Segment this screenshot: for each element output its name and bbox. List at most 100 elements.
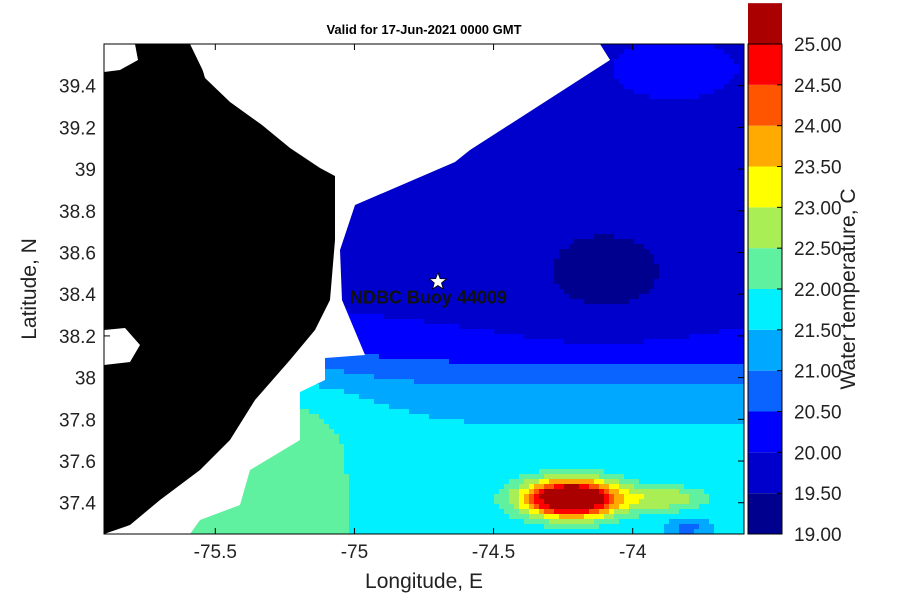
temperature-cell-4670: [414, 224, 420, 230]
temperature-cell-3266: [434, 169, 440, 175]
temperature-cell-2510: [494, 139, 500, 145]
temperature-cell-4946: [514, 234, 520, 240]
temperature-cell-3898: [394, 194, 400, 200]
temperature-cell-4342: [694, 209, 700, 215]
temperature-cell-2770: [514, 149, 520, 155]
temperature-cell-4064: [584, 199, 590, 205]
temperature-cell-2660: [604, 144, 610, 150]
temperature-cell-4155: [399, 204, 405, 210]
temperature-cell-2677: [689, 144, 695, 150]
temperature-cell-4701: [569, 224, 575, 230]
temperature-cell-1528: [704, 99, 710, 105]
temperature-cell-4716: [644, 224, 650, 230]
temperature-cell-2537: [629, 139, 635, 145]
temperature-cell-4154: [394, 204, 400, 210]
temperature-cell-3695: [659, 184, 665, 190]
temperature-cell-2400: [584, 134, 590, 140]
temperature-cell-366: [654, 54, 660, 60]
temperature-cell-2684: [724, 144, 730, 150]
temperature-cell-4793: [389, 229, 395, 235]
temperature-cell-3579: [719, 179, 725, 185]
temperature-cell-637: [729, 64, 735, 70]
temperature-cell-1535: [739, 99, 744, 105]
temperature-cell-4729: [709, 224, 715, 230]
temperature-cell-3297: [589, 169, 595, 175]
temperature-cell-3567: [659, 179, 665, 185]
temperature-cell-4150: [374, 204, 380, 210]
temperature-cell-4456: [624, 214, 630, 220]
temperature-cell-3161: [549, 164, 555, 170]
temperature-cell-3698: [674, 184, 680, 190]
temperature-cell-2166: [694, 124, 700, 130]
temperature-cell-4699: [559, 224, 565, 230]
temperature-cell-2285: [649, 129, 655, 135]
temperature-cell-3676: [564, 184, 570, 190]
temperature-cell-1393: [669, 94, 675, 100]
temperature-cell-1904: [664, 114, 670, 120]
temperature-cell-4215: [699, 204, 705, 210]
temperature-cell-3427: [599, 174, 605, 180]
temperature-cell-2264: [544, 129, 550, 135]
temperature-cell-4732: [724, 224, 730, 230]
temperature-cell-4693: [529, 224, 535, 230]
temperature-cell-3453: [729, 174, 735, 180]
temperature-cell-2810: [714, 149, 720, 155]
temperature-cell-4839: [619, 229, 625, 235]
temperature-cell-3156: [524, 164, 530, 170]
temperature-cell-3709: [729, 184, 735, 190]
temperature-cell-4580: [604, 219, 610, 225]
temperature-cell-3833: [709, 189, 715, 195]
temperature-cell-3666: [514, 184, 520, 190]
temperature-cell-4461: [649, 214, 655, 220]
temperature-cell-3809: [589, 189, 595, 195]
temperature-cell-1879: [539, 114, 545, 120]
temperature-cell-3812: [604, 189, 610, 195]
temperature-cell-4974: [654, 234, 660, 240]
temperature-cell-3153: [509, 164, 515, 170]
temperature-cell-4444: [564, 214, 570, 220]
temperature-cell-3664: [504, 184, 510, 190]
temperature-cell-240: [664, 49, 670, 55]
temperature-cell-3800: [544, 189, 550, 195]
temperature-cell-3298: [594, 169, 600, 175]
temperature-cell-3521: [429, 179, 435, 185]
temperature-cell-4735: [739, 224, 744, 230]
temperature-cell-4325: [609, 209, 615, 215]
temperature-cell-2768: [504, 149, 510, 155]
temperature-cell-4681: [469, 224, 475, 230]
temperature-cell-1004: [644, 79, 650, 85]
temperature-cell-3834: [714, 189, 720, 195]
temperature-cell-2408: [624, 134, 630, 140]
temperature-cell-4925: [409, 234, 415, 240]
temperature-cell-1639: [619, 104, 625, 110]
temperature-cell-621: [649, 64, 655, 70]
temperature-cell-379: [719, 54, 725, 60]
temperature-cell-613: [609, 64, 615, 70]
temperature-cell-3687: [619, 184, 625, 190]
temperature-cell-4314: [554, 209, 560, 215]
temperature-cell-2929: [669, 154, 675, 160]
temperature-cell-2022: [614, 119, 620, 125]
temperature-cell-2387: [519, 134, 525, 140]
temperature-cell-4023: [379, 199, 385, 205]
temperature-cell-4988: [724, 234, 730, 240]
temperature-cell-4037: [449, 199, 455, 205]
temperature-cell-4025: [389, 199, 395, 205]
temperature-cell-3430: [614, 174, 620, 180]
temperature-cell-3702: [694, 184, 700, 190]
temperature-cell-4436: [524, 214, 530, 220]
temperature-cell-1751: [539, 109, 545, 115]
temperature-cell-1768: [624, 109, 630, 115]
temperature-cell-4165: [449, 204, 455, 210]
temperature-cell-3064: [704, 159, 710, 165]
temperature-cell-3672: [544, 184, 550, 190]
temperature-cell-2797: [649, 149, 655, 155]
temperature-cell-2516: [524, 139, 530, 145]
temperature-cell-2911: [579, 154, 585, 160]
temperature-cell-4414: [414, 214, 420, 220]
temperature-cell-4991: [739, 234, 744, 240]
temperature-cell-3392: [424, 174, 430, 180]
temperature-cell-4534: [374, 219, 380, 225]
temperature-cell-2551: [699, 139, 705, 145]
temperature-cell-3943: [619, 194, 625, 200]
